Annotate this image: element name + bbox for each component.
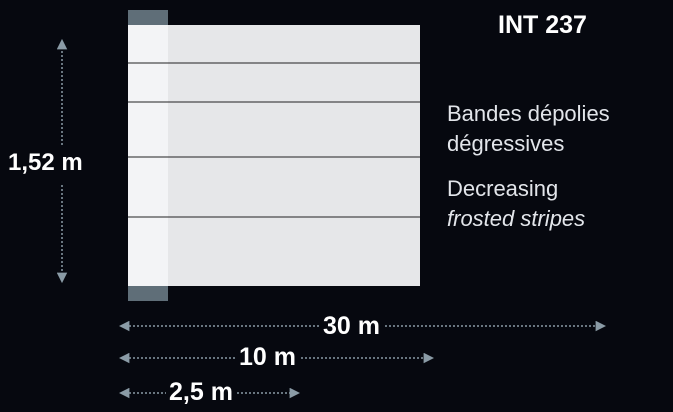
description-en-line2: frosted stripes [447, 206, 586, 231]
description-en-line1: Decreasing [447, 176, 559, 201]
product-code: INT 237 [498, 11, 587, 39]
film-sheet [128, 25, 420, 286]
stripe-width-label: 2,5 m [166, 380, 236, 405]
description-fr-line1: Bandes dépolies [447, 101, 610, 126]
description-fr-line2: dégressives [447, 131, 565, 156]
roll-core-band [128, 25, 168, 286]
roll-core-bottom-cap [128, 286, 168, 301]
length-label: 30 m [320, 314, 383, 339]
core-length-label: 10 m [236, 345, 299, 370]
height-label: 1,52 m [8, 149, 83, 176]
roll-core-top-cap [128, 10, 168, 25]
